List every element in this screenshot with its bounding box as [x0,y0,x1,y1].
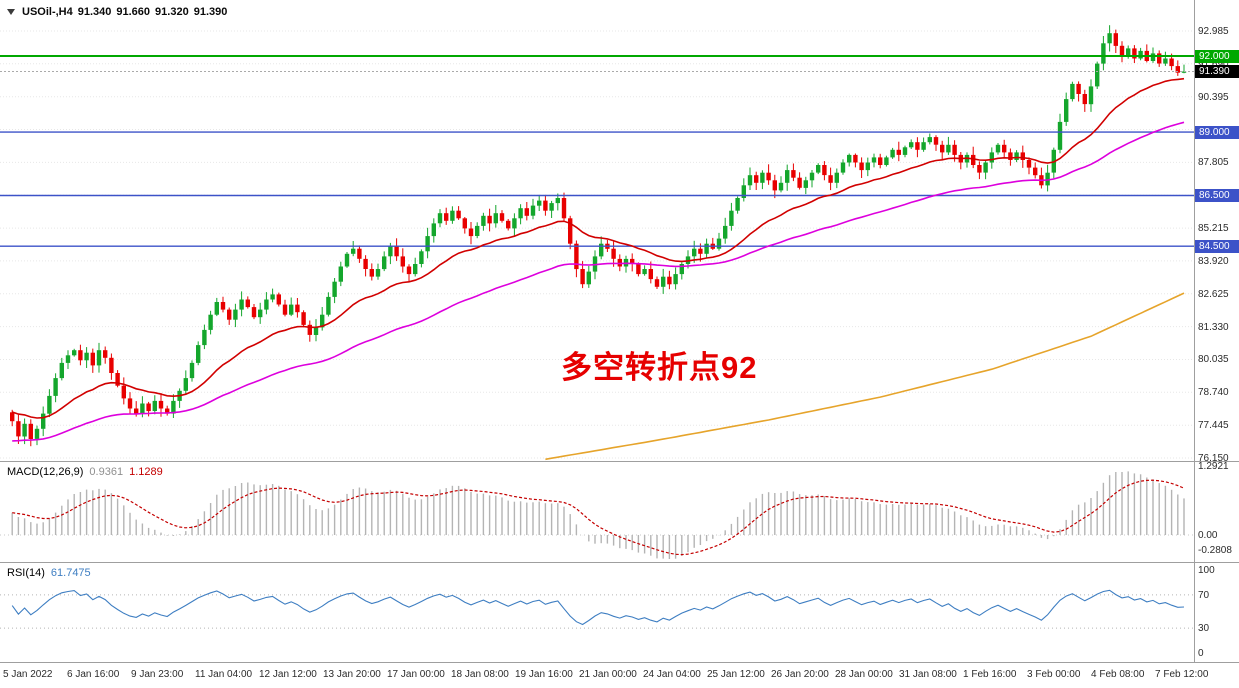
time-axis-label: 26 Jan 20:00 [771,669,829,680]
macd-value-signal: 1.1289 [129,466,163,478]
rsi-pane[interactable] [0,563,1194,661]
macd-value-main: 0.9361 [89,466,124,478]
rsi-axis-label: 100 [1198,565,1215,576]
time-axis-label: 11 Jan 04:00 [195,669,253,680]
quote-bar: USOil-,H4 91.340 91.660 91.320 91.390 [7,6,227,18]
price-axis-label: 77.445 [1198,420,1229,431]
price-axis-label: 92.985 [1198,26,1229,37]
price-axis-label: 85.215 [1198,223,1229,234]
time-axis-label: 13 Jan 20:00 [323,669,381,680]
macd-histogram [11,471,1185,559]
price-axis-label: 91.690 [1198,59,1229,70]
quote-open: 91.340 [77,6,112,18]
time-axis-label: 9 Jan 23:00 [131,669,184,680]
time-axis-separator [0,662,1239,663]
price-level-badge: 89.000 [1195,126,1239,139]
time-axis-label: 24 Jan 04:00 [643,669,701,680]
time-axis-label: 31 Jan 08:00 [899,669,957,680]
price-axis-label: 90.395 [1198,92,1229,103]
price-axis-label: 78.740 [1198,387,1229,398]
annotation-text: 多空转折点92 [561,350,758,385]
rsi-levels [0,594,1194,629]
macd-label: MACD(12,26,9) 0.9361 1.1289 [7,466,163,478]
time-axis-label: 25 Jan 12:00 [707,669,765,680]
price-axis-label: 87.805 [1198,157,1229,168]
rsi-label: RSI(14) 61.7475 [7,567,91,579]
rsi-axis-label: 70 [1198,590,1210,601]
rsi-name: RSI(14) [7,567,45,579]
time-axis-label: 3 Feb 00:00 [1027,669,1081,680]
pane-separator[interactable] [0,562,1239,563]
symbol-period-label: USOil-,H4 [22,6,73,18]
moving-averages-layer [11,77,1185,461]
quote-low: 91.320 [155,6,189,18]
price-level-badge: 84.500 [1195,240,1239,253]
price-axis-label: 81.330 [1198,322,1229,333]
price-axis-label: 80.035 [1198,354,1229,365]
price-level-badge: 86.500 [1195,189,1239,202]
time-axis-label: 4 Feb 08:00 [1091,669,1145,680]
current-price-badge: 91.390 [1195,65,1239,78]
price-axis-label: 76.150 [1198,453,1229,464]
time-axis-label: 7 Feb 12:00 [1155,669,1209,680]
time-axis-label: 19 Jan 16:00 [515,669,573,680]
macd-axis-label: -0.2808 [1198,545,1232,556]
macd-pane[interactable] [0,462,1194,562]
price-axis-separator [1194,0,1195,662]
price-level-badge: 92.000 [1195,50,1239,63]
time-axis-label: 28 Jan 00:00 [835,669,893,680]
rsi-axis-label: 0 [1198,648,1204,659]
time-axis-label: 1 Feb 16:00 [963,669,1017,680]
macd-name: MACD(12,26,9) [7,466,84,478]
rsi-line [11,589,1185,626]
horizontal-lines-layer[interactable] [0,55,1194,247]
macd-axis-label: 1.2921 [1198,461,1229,472]
price-axis-label: 82.625 [1198,289,1229,300]
rsi-axis-label: 30 [1198,623,1210,634]
quote-high: 91.660 [116,6,151,18]
time-axis-label: 18 Jan 08:00 [451,669,509,680]
macd-signal-line [12,479,1185,556]
time-axis-label: 21 Jan 00:00 [579,669,637,680]
price-chart-pane[interactable] [0,0,1194,461]
time-axis-label: 6 Jan 16:00 [67,669,120,680]
pane-separator[interactable] [0,461,1239,462]
price-axis-label: 83.920 [1198,256,1229,267]
time-axis-label: 5 Jan 2022 [3,669,53,680]
macd-axis-label: 0.00 [1198,530,1218,541]
time-axis-label: 17 Jan 00:00 [387,669,445,680]
quote-close: 91.390 [193,6,228,18]
one-click-trading-arrow-icon[interactable] [7,9,15,15]
rsi-value: 61.7475 [50,567,91,579]
time-axis-label: 12 Jan 12:00 [259,669,317,680]
